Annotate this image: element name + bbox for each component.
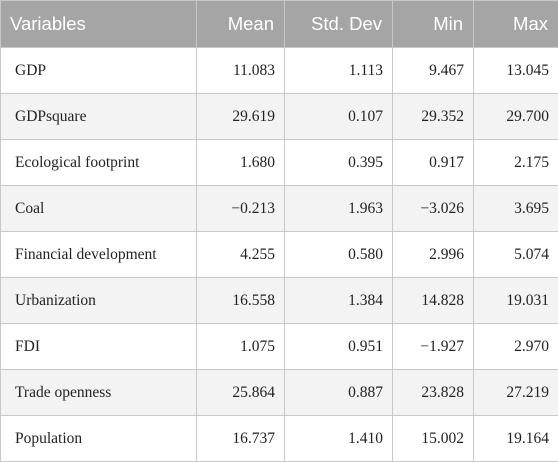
mean-value: 4.255 bbox=[197, 232, 285, 278]
mean-value: 16.558 bbox=[197, 278, 285, 324]
max-value: 27.219 bbox=[474, 370, 558, 416]
table-row: Population 16.737 1.410 15.002 19.164 bbox=[1, 416, 558, 462]
std-dev-value: 1.410 bbox=[285, 416, 393, 462]
header-min: Min bbox=[393, 1, 474, 48]
std-dev-value: 0.887 bbox=[285, 370, 393, 416]
table-row: GDPsquare 29.619 0.107 29.352 29.700 bbox=[1, 94, 558, 140]
max-value: 19.164 bbox=[474, 416, 558, 462]
mean-value: 16.737 bbox=[197, 416, 285, 462]
std-dev-value: 0.395 bbox=[285, 140, 393, 186]
min-value: −3.026 bbox=[393, 186, 474, 232]
variable-name: GDPsquare bbox=[1, 94, 197, 140]
table-row: Urbanization 16.558 1.384 14.828 19.031 bbox=[1, 278, 558, 324]
variable-name: GDP bbox=[1, 48, 197, 94]
std-dev-value: 1.113 bbox=[285, 48, 393, 94]
max-value: 5.074 bbox=[474, 232, 558, 278]
std-dev-value: 0.107 bbox=[285, 94, 393, 140]
table-row: GDP 11.083 1.113 9.467 13.045 bbox=[1, 48, 558, 94]
min-value: −1.927 bbox=[393, 324, 474, 370]
max-value: 13.045 bbox=[474, 48, 558, 94]
std-dev-value: 1.963 bbox=[285, 186, 393, 232]
variable-name: Trade openness bbox=[1, 370, 197, 416]
table-row: Financial development 4.255 0.580 2.996 … bbox=[1, 232, 558, 278]
min-value: 9.467 bbox=[393, 48, 474, 94]
variable-name: Population bbox=[1, 416, 197, 462]
max-value: 19.031 bbox=[474, 278, 558, 324]
min-value: 29.352 bbox=[393, 94, 474, 140]
std-dev-value: 1.384 bbox=[285, 278, 393, 324]
std-dev-value: 0.580 bbox=[285, 232, 393, 278]
mean-value: 11.083 bbox=[197, 48, 285, 94]
variable-name: FDI bbox=[1, 324, 197, 370]
mean-value: −0.213 bbox=[197, 186, 285, 232]
std-dev-value: 0.951 bbox=[285, 324, 393, 370]
max-value: 29.700 bbox=[474, 94, 558, 140]
header-max: Max bbox=[474, 1, 558, 48]
min-value: 14.828 bbox=[393, 278, 474, 324]
mean-value: 1.075 bbox=[197, 324, 285, 370]
variable-name: Urbanization bbox=[1, 278, 197, 324]
min-value: 15.002 bbox=[393, 416, 474, 462]
min-value: 23.828 bbox=[393, 370, 474, 416]
table-header: Variables Mean Std. Dev Min Max bbox=[1, 1, 558, 48]
variable-name: Coal bbox=[1, 186, 197, 232]
mean-value: 1.680 bbox=[197, 140, 285, 186]
table-row: Trade openness 25.864 0.887 23.828 27.21… bbox=[1, 370, 558, 416]
max-value: 3.695 bbox=[474, 186, 558, 232]
mean-value: 25.864 bbox=[197, 370, 285, 416]
header-row: Variables Mean Std. Dev Min Max bbox=[1, 1, 558, 48]
max-value: 2.175 bbox=[474, 140, 558, 186]
table-row: Ecological footprint 1.680 0.395 0.917 2… bbox=[1, 140, 558, 186]
table-body: GDP 11.083 1.113 9.467 13.045 GDPsquare … bbox=[1, 48, 558, 462]
header-std-dev: Std. Dev bbox=[285, 1, 393, 48]
min-value: 0.917 bbox=[393, 140, 474, 186]
variable-name: Financial development bbox=[1, 232, 197, 278]
min-value: 2.996 bbox=[393, 232, 474, 278]
variable-name: Ecological footprint bbox=[1, 140, 197, 186]
max-value: 2.970 bbox=[474, 324, 558, 370]
table-row: FDI 1.075 0.951 −1.927 2.970 bbox=[1, 324, 558, 370]
mean-value: 29.619 bbox=[197, 94, 285, 140]
header-variables: Variables bbox=[1, 1, 197, 48]
header-mean: Mean bbox=[197, 1, 285, 48]
table-row: Coal −0.213 1.963 −3.026 3.695 bbox=[1, 186, 558, 232]
